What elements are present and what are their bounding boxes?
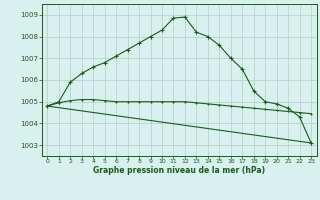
X-axis label: Graphe pression niveau de la mer (hPa): Graphe pression niveau de la mer (hPa)	[93, 166, 265, 175]
